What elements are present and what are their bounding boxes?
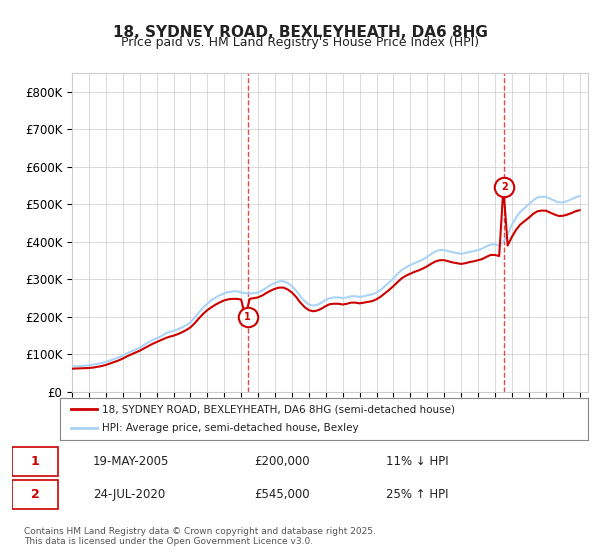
FancyBboxPatch shape <box>12 479 58 508</box>
Text: £545,000: £545,000 <box>254 488 310 501</box>
Text: 18, SYDNEY ROAD, BEXLEYHEATH, DA6 8HG: 18, SYDNEY ROAD, BEXLEYHEATH, DA6 8HG <box>113 25 487 40</box>
Text: 11% ↓ HPI: 11% ↓ HPI <box>386 455 449 468</box>
Text: Price paid vs. HM Land Registry's House Price Index (HPI): Price paid vs. HM Land Registry's House … <box>121 36 479 49</box>
Text: 18, SYDNEY ROAD, BEXLEYHEATH, DA6 8HG (semi-detached house): 18, SYDNEY ROAD, BEXLEYHEATH, DA6 8HG (s… <box>102 404 455 414</box>
Text: 24-JUL-2020: 24-JUL-2020 <box>92 488 165 501</box>
Text: 2: 2 <box>31 488 40 501</box>
Text: 19-MAY-2005: 19-MAY-2005 <box>92 455 169 468</box>
Text: 25% ↑ HPI: 25% ↑ HPI <box>386 488 449 501</box>
Text: 1: 1 <box>244 312 251 322</box>
Text: 1: 1 <box>31 455 40 468</box>
Text: 2: 2 <box>501 183 508 192</box>
Text: Contains HM Land Registry data © Crown copyright and database right 2025.
This d: Contains HM Land Registry data © Crown c… <box>24 526 376 546</box>
Text: HPI: Average price, semi-detached house, Bexley: HPI: Average price, semi-detached house,… <box>102 423 359 433</box>
Text: £200,000: £200,000 <box>254 455 310 468</box>
FancyBboxPatch shape <box>12 447 58 476</box>
